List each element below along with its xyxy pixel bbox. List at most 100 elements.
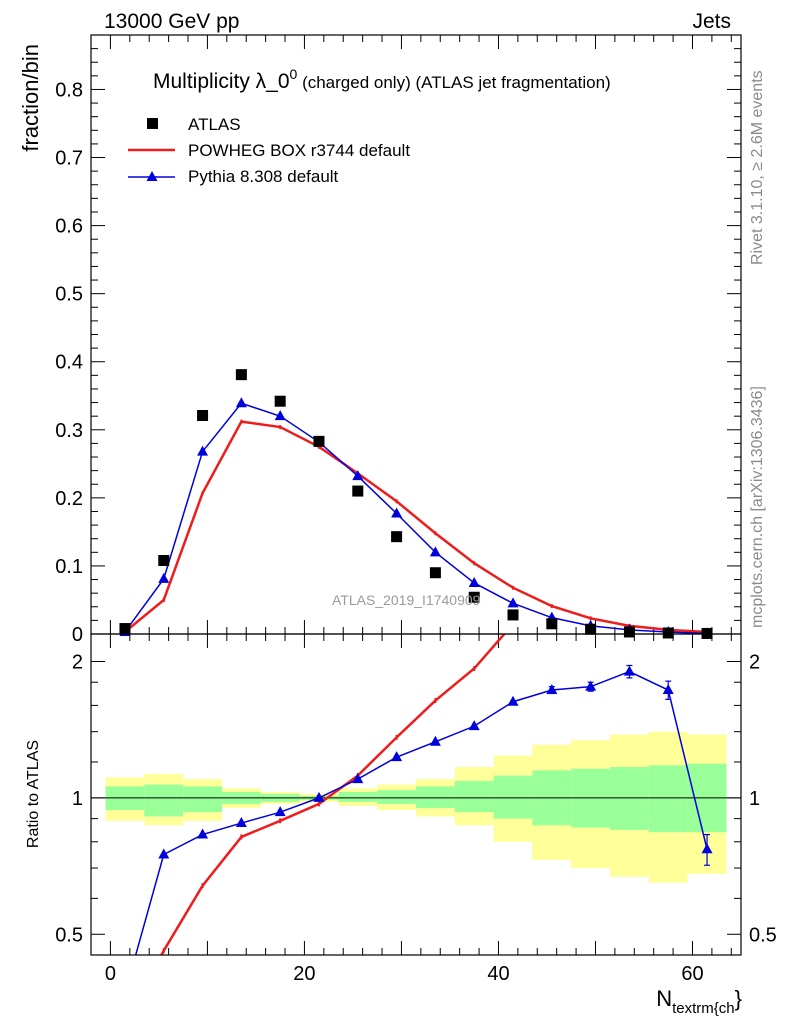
ratio-pythia-point: [468, 720, 480, 731]
ratio-band-inner: [648, 765, 688, 833]
y-tick-label: 0.4: [55, 352, 83, 374]
pythia-point: [197, 445, 209, 456]
ratio-powheg-line: [159, 634, 506, 955]
ratio-pythia-point: [274, 806, 286, 817]
ratio-y-tick-label: 0.5: [749, 924, 777, 946]
x-axis-label-main: N: [656, 986, 672, 1011]
pythia-line: [124, 402, 708, 635]
atlas-point: [197, 410, 209, 422]
pythia-point: [391, 507, 403, 518]
x-axis-label-subscript: textrm{ch: [672, 1000, 735, 1017]
ratio-band-inner: [454, 780, 494, 813]
pythia-point: [235, 397, 247, 408]
legend-marker-pythia: [146, 171, 158, 181]
y-tick-label: 0.1: [55, 556, 83, 578]
legend-label-powheg: POWHEG BOX r3744 default: [188, 141, 410, 160]
atlas-point: [429, 567, 441, 579]
ratio-pythia-point: [119, 988, 130, 998]
x-tick-label: 0: [105, 963, 116, 985]
legend-marker-atlas: [147, 118, 158, 129]
ratio-band-inner: [377, 790, 416, 804]
pythia-point: [158, 572, 170, 583]
ratio-pythia-point: [662, 684, 674, 695]
ratio-plot-frame: [90, 633, 742, 956]
ratio-band-inner: [338, 792, 378, 802]
ratio-band-inner: [144, 784, 184, 817]
ratio-pythia-point: [158, 848, 170, 859]
ratio-pythia-point: [313, 791, 325, 802]
ratio-y-tick-label: 2: [72, 651, 83, 673]
ratio-y-axis-label: Ratio to ATLAS: [25, 740, 42, 848]
ratio-band-inner: [610, 766, 649, 830]
ratio-plot: 0 20 40 60 0.5 0.5 1 1 2 2 Ratio to ATLAS Ntextrm…: [25, 633, 777, 1017]
ratio-y-tick-label: 1: [72, 788, 83, 810]
ratio-band-inner: [493, 775, 533, 819]
header-left-label: 13000 GeV pp: [104, 10, 239, 33]
pythia-point: [468, 576, 480, 587]
analysis-watermark: ATLAS_2019_I1740909: [332, 592, 481, 608]
atlas-point: [468, 591, 480, 603]
ratio-pythia-point: [429, 735, 441, 746]
ratio-pythia-point: [507, 695, 519, 706]
x-tick-label: 60: [681, 963, 703, 985]
ratio-y-tick-label: 1: [749, 788, 760, 810]
atlas-point: [546, 618, 558, 630]
legend-label-atlas: ATLAS: [188, 115, 241, 134]
plot-title-superscript: 0: [290, 66, 298, 82]
y-tick-label: 0: [72, 624, 83, 646]
main-y-axis-label: fraction/bin: [18, 44, 43, 152]
ratio-pythia-point: [235, 817, 247, 828]
ratio-pythia-point: [391, 751, 403, 762]
main-plot: 0 0.1 0.2 0.3 0.4 0.5 0.6 0.7 0.8 fraction/bin M…: [18, 34, 742, 646]
atlas-point: [274, 395, 286, 407]
y-tick-label: 0.3: [55, 420, 83, 442]
atlas-point: [235, 369, 247, 381]
main-data-marks: [119, 369, 713, 639]
atlas-point: [662, 627, 674, 639]
atlas-point: [119, 623, 131, 635]
header-right-label: Jets: [692, 10, 731, 33]
ratio-uncertainty-bands: [105, 731, 727, 883]
x-axis-label: Ntextrm{ch}: [656, 986, 742, 1017]
plot-title-main: Multiplicity λ_0: [153, 70, 290, 93]
ratio-axis-ticks: 0 20 40 60 0.5 0.5 1 1 2 2: [55, 634, 777, 985]
ratio-pythia-line: [134, 670, 708, 955]
ratio-data-marks: [119, 634, 713, 998]
ratio-pythia-point: [623, 665, 635, 676]
ratio-band-inner: [416, 786, 455, 808]
plot-title-rest: (charged only) (ATLAS jet fragmentation): [297, 73, 610, 92]
atlas-point: [623, 626, 635, 638]
plot-title: Multiplicity λ_00 (charged only) (ATLAS …: [153, 66, 611, 93]
x-tick-label: 40: [487, 963, 509, 985]
ratio-y-tick-label: 0.5: [55, 924, 83, 946]
ratio-clipped: [119, 634, 713, 998]
ratio-pythia-point: [197, 828, 209, 839]
y-tick-label: 0.6: [55, 216, 83, 238]
pythia-point: [507, 597, 519, 608]
ratio-band-inner: [183, 786, 222, 813]
legend: ATLAS POWHEG BOX r3744 default Pythia 8.…: [128, 115, 410, 186]
atlas-point: [158, 554, 170, 566]
x-axis-label-tail: }: [735, 986, 742, 1011]
y-tick-label: 0.7: [55, 148, 83, 170]
pythia-point: [352, 470, 364, 481]
y-tick-label: 0.8: [55, 79, 83, 101]
pythia-point: [429, 546, 441, 557]
ratio-pythia-point: [701, 843, 713, 854]
header: 13000 GeV pp Jets: [104, 10, 731, 33]
ratio-pythia-point: [546, 684, 558, 695]
y-tick-label: 0.2: [55, 488, 83, 510]
atlas-point: [352, 485, 364, 497]
mcplots-label: mcplots.cern.ch [arXiv:1306.3436]: [749, 386, 766, 628]
atlas-point: [313, 435, 325, 447]
main-axis-ticks: 0 0.1 0.2 0.3 0.4 0.5 0.6 0.7 0.8: [55, 34, 741, 646]
ratio-y-tick-label: 2: [749, 651, 760, 673]
x-tick-label: 20: [293, 963, 315, 985]
y-tick-label: 0.5: [55, 284, 83, 306]
legend-label-pythia: Pythia 8.308 default: [188, 167, 339, 186]
rivet-version-label: Rivet 3.1.10, ≥ 2.6M events: [749, 70, 766, 265]
atlas-point: [585, 623, 597, 635]
ratio-pythia-point: [352, 773, 364, 784]
ratio-pythia-point: [585, 680, 597, 691]
